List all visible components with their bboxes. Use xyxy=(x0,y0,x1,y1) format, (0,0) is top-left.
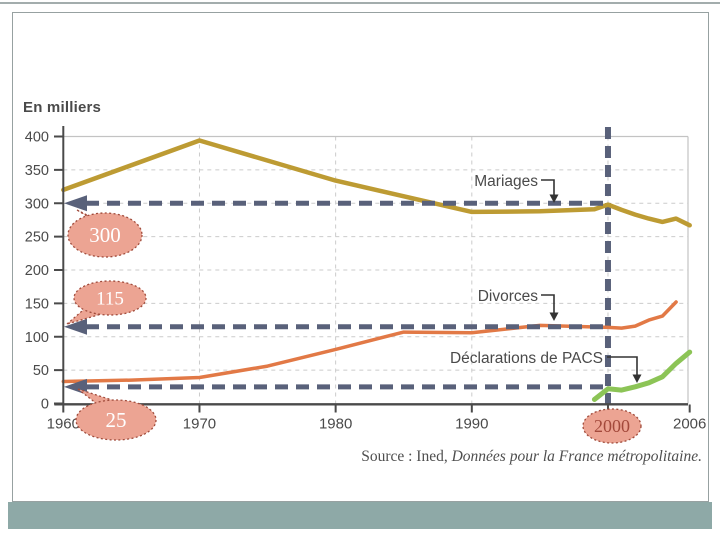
bubble-tail xyxy=(77,388,116,405)
down-arrowhead-icon xyxy=(549,194,559,203)
callout-value-2000: 2000 xyxy=(594,416,630,436)
y-tick-label: 50 xyxy=(33,363,49,379)
callout-value-115: 115 xyxy=(96,288,124,309)
x-tick-label: 2006 xyxy=(673,416,706,433)
source-prefix: Source : Ined, xyxy=(361,448,452,465)
left-arrowhead-icon xyxy=(64,318,87,335)
series-line-divorces xyxy=(61,300,678,384)
footer-bar xyxy=(8,502,712,529)
series-label-connector xyxy=(607,356,638,375)
down-arrowhead-icon xyxy=(632,374,642,383)
y-tick-label: 0 xyxy=(41,397,49,413)
callout-bubble-300 xyxy=(67,212,143,258)
y-tick-label: 300 xyxy=(25,196,49,212)
series-label-connector xyxy=(541,179,555,195)
callout-value-25: 25 xyxy=(106,408,127,432)
callout-bubble-25 xyxy=(75,399,157,441)
y-tick-label: 150 xyxy=(25,296,49,312)
series-label-connector xyxy=(541,294,555,313)
down-arrowhead-icon xyxy=(549,312,559,321)
y-tick-label: 250 xyxy=(25,230,49,246)
callout-value-300: 300 xyxy=(89,223,121,247)
callout-bubble-115 xyxy=(73,280,147,316)
series-line-declarations-de-pacs xyxy=(591,349,693,402)
y-tick-label: 200 xyxy=(25,263,49,279)
left-arrowhead-icon xyxy=(64,195,87,212)
x-tick-label: 1990 xyxy=(455,416,488,433)
source-caption: Source : Ined, Données pour la France mé… xyxy=(361,448,702,466)
series-label-divorces: Divorces xyxy=(478,288,539,305)
series-label-declarations-de-pacs: Déclarations de PACS xyxy=(450,350,603,367)
series-label-mariages: Mariages xyxy=(474,173,538,190)
x-tick-label: 1970 xyxy=(183,416,216,433)
chart-unit-label: En milliers xyxy=(23,99,102,116)
source-title: Données pour la France métropolitaine. xyxy=(451,448,702,465)
series-line-mariages xyxy=(61,138,692,228)
x-tick-label: 1980 xyxy=(319,416,352,433)
callout-bubble-2000 xyxy=(582,408,642,444)
x-tick-label: 1960 xyxy=(47,416,80,433)
top-divider-line xyxy=(0,2,720,4)
y-tick-label: 400 xyxy=(25,130,49,146)
y-tick-label: 350 xyxy=(25,163,49,179)
y-tick-label: 100 xyxy=(25,330,49,346)
